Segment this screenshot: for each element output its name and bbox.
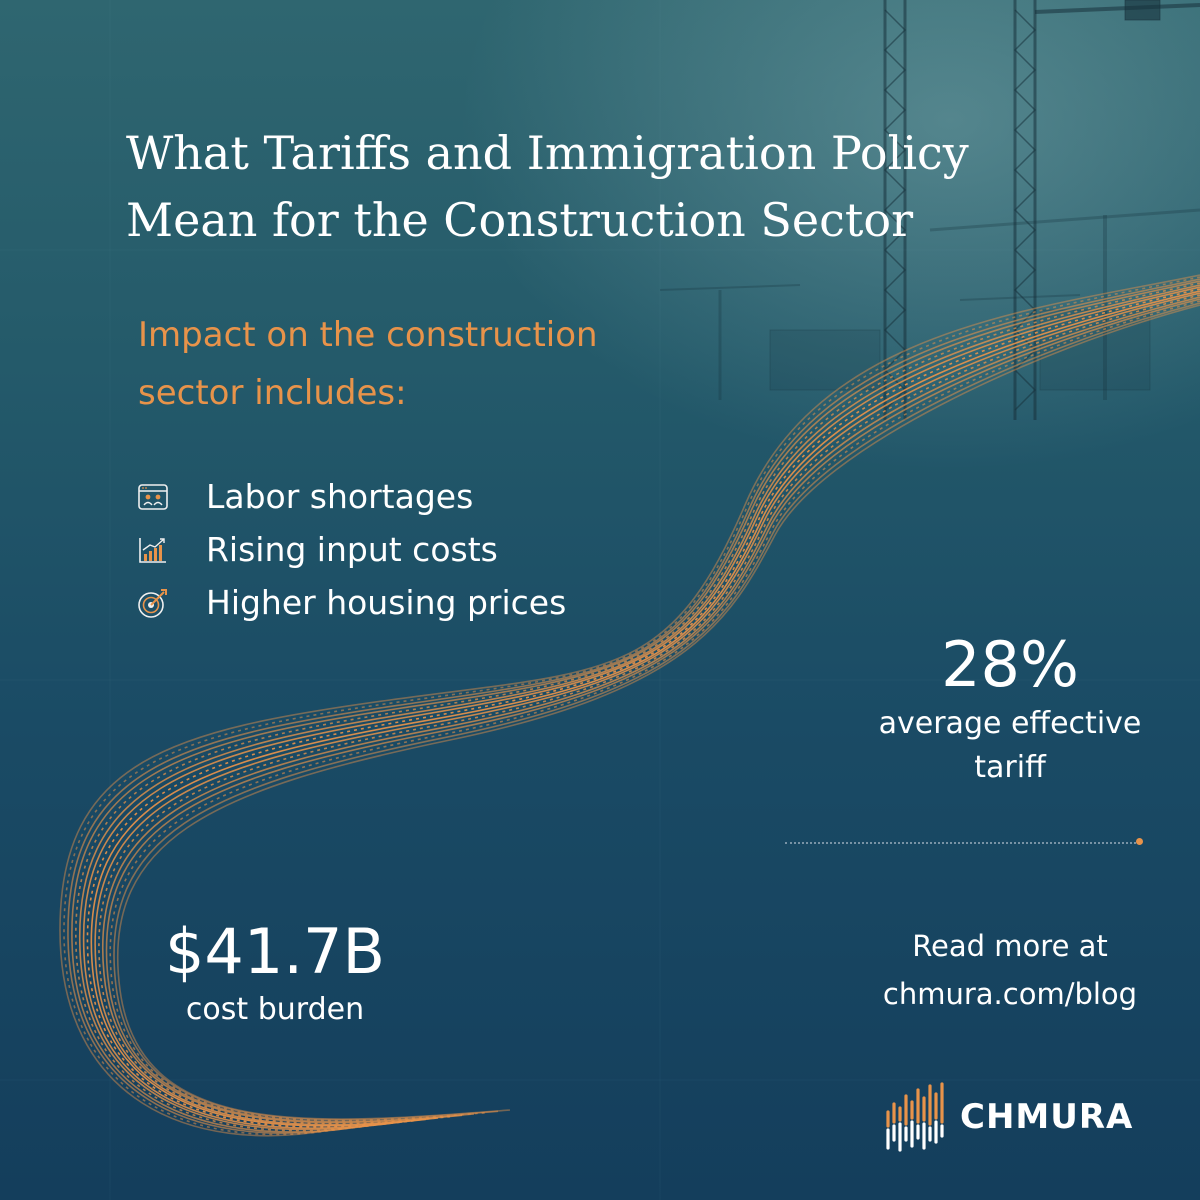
read-more: Read more at chmura.com/blog	[850, 922, 1170, 1018]
flowing-line	[71, 280, 1200, 1133]
impact-subheading: Impact on the construction sector includ…	[138, 315, 598, 413]
list-item-labor-shortages: Labor shortages	[136, 470, 566, 523]
tariff-stat-label-line-2: tariff	[974, 750, 1046, 785]
flowing-line	[116, 304, 1200, 1120]
cost-stat-label: cost burden	[185, 992, 365, 1027]
list-item-rising-input-costs: Rising input costs	[136, 523, 566, 576]
cost-stat: $41.7B cost burden	[130, 915, 420, 1031]
page-title: What Tariffs and Immigration Policy Mean…	[126, 120, 1126, 254]
flowing-line	[75, 282, 1200, 1132]
flowing-line	[86, 288, 1200, 1128]
impact-list: Labor shortages Rising input costs	[136, 470, 566, 629]
flowing-lines	[59, 274, 1200, 1137]
flowing-line	[113, 302, 1200, 1121]
flowing-line	[98, 294, 1200, 1125]
bar-chart-rising-icon	[136, 533, 170, 567]
blog-link[interactable]: chmura.com/blog	[882, 977, 1138, 1011]
list-item-label: Labor shortages	[206, 477, 474, 516]
flowing-line	[78, 284, 1200, 1131]
flowing-line	[109, 300, 1200, 1122]
list-item-label: Rising input costs	[206, 530, 498, 569]
flowing-line	[94, 292, 1200, 1126]
list-item-higher-housing-prices: Higher housing prices	[136, 576, 566, 629]
people-icon	[136, 480, 170, 514]
chmura-wordmark: CHMURA	[960, 1097, 1134, 1137]
dotted-divider	[785, 842, 1140, 844]
flowing-line	[67, 278, 1200, 1134]
tariff-stat-label-line-1: average effective	[878, 706, 1142, 741]
title-line-2: Mean for the Construction Sector	[126, 193, 914, 247]
crane-tower-left	[883, 0, 907, 420]
tariff-stat-value: 28%	[941, 628, 1079, 701]
flowing-line	[59, 274, 1200, 1137]
crane-silhouettes	[659, 0, 1200, 420]
flowing-line	[101, 296, 1200, 1124]
chmura-logo: CHMURA	[884, 1082, 1133, 1152]
list-item-label: Higher housing prices	[206, 583, 567, 622]
chmura-logo-mark	[886, 1082, 944, 1152]
flowing-line	[90, 290, 1200, 1127]
tariff-stat: 28% average effective tariff	[840, 628, 1180, 790]
target-icon	[136, 586, 170, 620]
flowing-line	[105, 298, 1200, 1123]
title-line-1: What Tariffs and Immigration Policy	[126, 126, 969, 180]
divider-end-dot	[1136, 838, 1143, 845]
cost-stat-value: $41.7B	[164, 915, 386, 988]
flowing-line	[82, 286, 1200, 1129]
read-more-label: Read more at	[912, 929, 1108, 963]
